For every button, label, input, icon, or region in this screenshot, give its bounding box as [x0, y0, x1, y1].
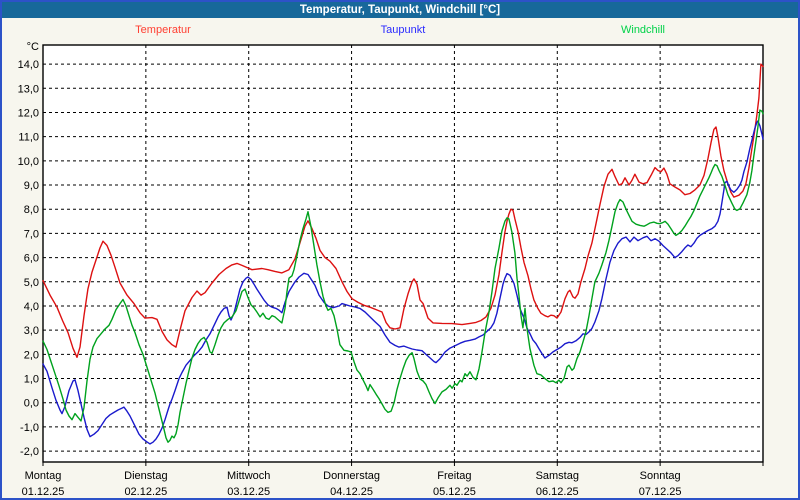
- series-line-taupunkt: [42, 120, 764, 445]
- y-tick-label: 10,0: [18, 156, 39, 168]
- day-name-label: Samstag: [536, 470, 579, 482]
- legend-item-temperatur: Temperatur: [135, 24, 191, 36]
- day-name-label: Mittwoch: [227, 470, 270, 482]
- y-tick-label: 13,0: [18, 83, 39, 95]
- plot-border: [42, 44, 764, 463]
- y-tick-label: 1,0: [24, 374, 39, 386]
- day-name-label: Montag: [25, 470, 62, 482]
- y-tick-label: 0,0: [24, 398, 39, 410]
- y-tick-label: -2,0: [20, 446, 39, 458]
- day-date-label: 07.12.25: [639, 486, 682, 498]
- legend-item-taupunkt: Taupunkt: [380, 24, 426, 36]
- y-tick-label: 3,0: [24, 325, 39, 337]
- plot-background: [43, 45, 763, 462]
- day-name-label: Donnerstag: [323, 470, 380, 482]
- y-tick-label: 2,0: [24, 349, 39, 361]
- y-tick-label: 12,0: [18, 107, 39, 119]
- y-tick-label: 14,0: [18, 59, 39, 71]
- day-date-label: 04.12.25: [330, 486, 373, 498]
- chart-legend: Temperatur Taupunkt Windchill: [2, 24, 798, 40]
- y-tick-label: 6,0: [24, 253, 39, 265]
- day-name-label: Sonntag: [640, 470, 681, 482]
- y-tick-label: 8,0: [24, 204, 39, 216]
- y-tick-label: 11,0: [18, 132, 39, 144]
- day-date-label: 06.12.25: [536, 486, 579, 498]
- day-date-label: 01.12.25: [22, 486, 65, 498]
- y-tick-label: -1,0: [20, 422, 39, 434]
- title-bar: Temperatur, Taupunkt, Windchill [°C]: [2, 2, 798, 18]
- window-title: Temperatur, Taupunkt, Windchill [°C]: [299, 4, 501, 16]
- y-axis-unit-label: °C: [26, 41, 39, 53]
- y-tick-label: 7,0: [24, 228, 39, 240]
- y-tick-label: 9,0: [24, 180, 39, 192]
- y-tick-label: 4,0: [24, 301, 39, 313]
- series-line-windchill: [42, 109, 764, 443]
- day-date-label: 02.12.25: [124, 486, 167, 498]
- day-date-label: 03.12.25: [227, 486, 270, 498]
- day-name-label: Dienstag: [124, 470, 167, 482]
- y-tick-label: 5,0: [24, 277, 39, 289]
- legend-item-windchill: Windchill: [620, 24, 666, 36]
- day-name-label: Freitag: [437, 470, 471, 482]
- day-date-label: 05.12.25: [433, 486, 476, 498]
